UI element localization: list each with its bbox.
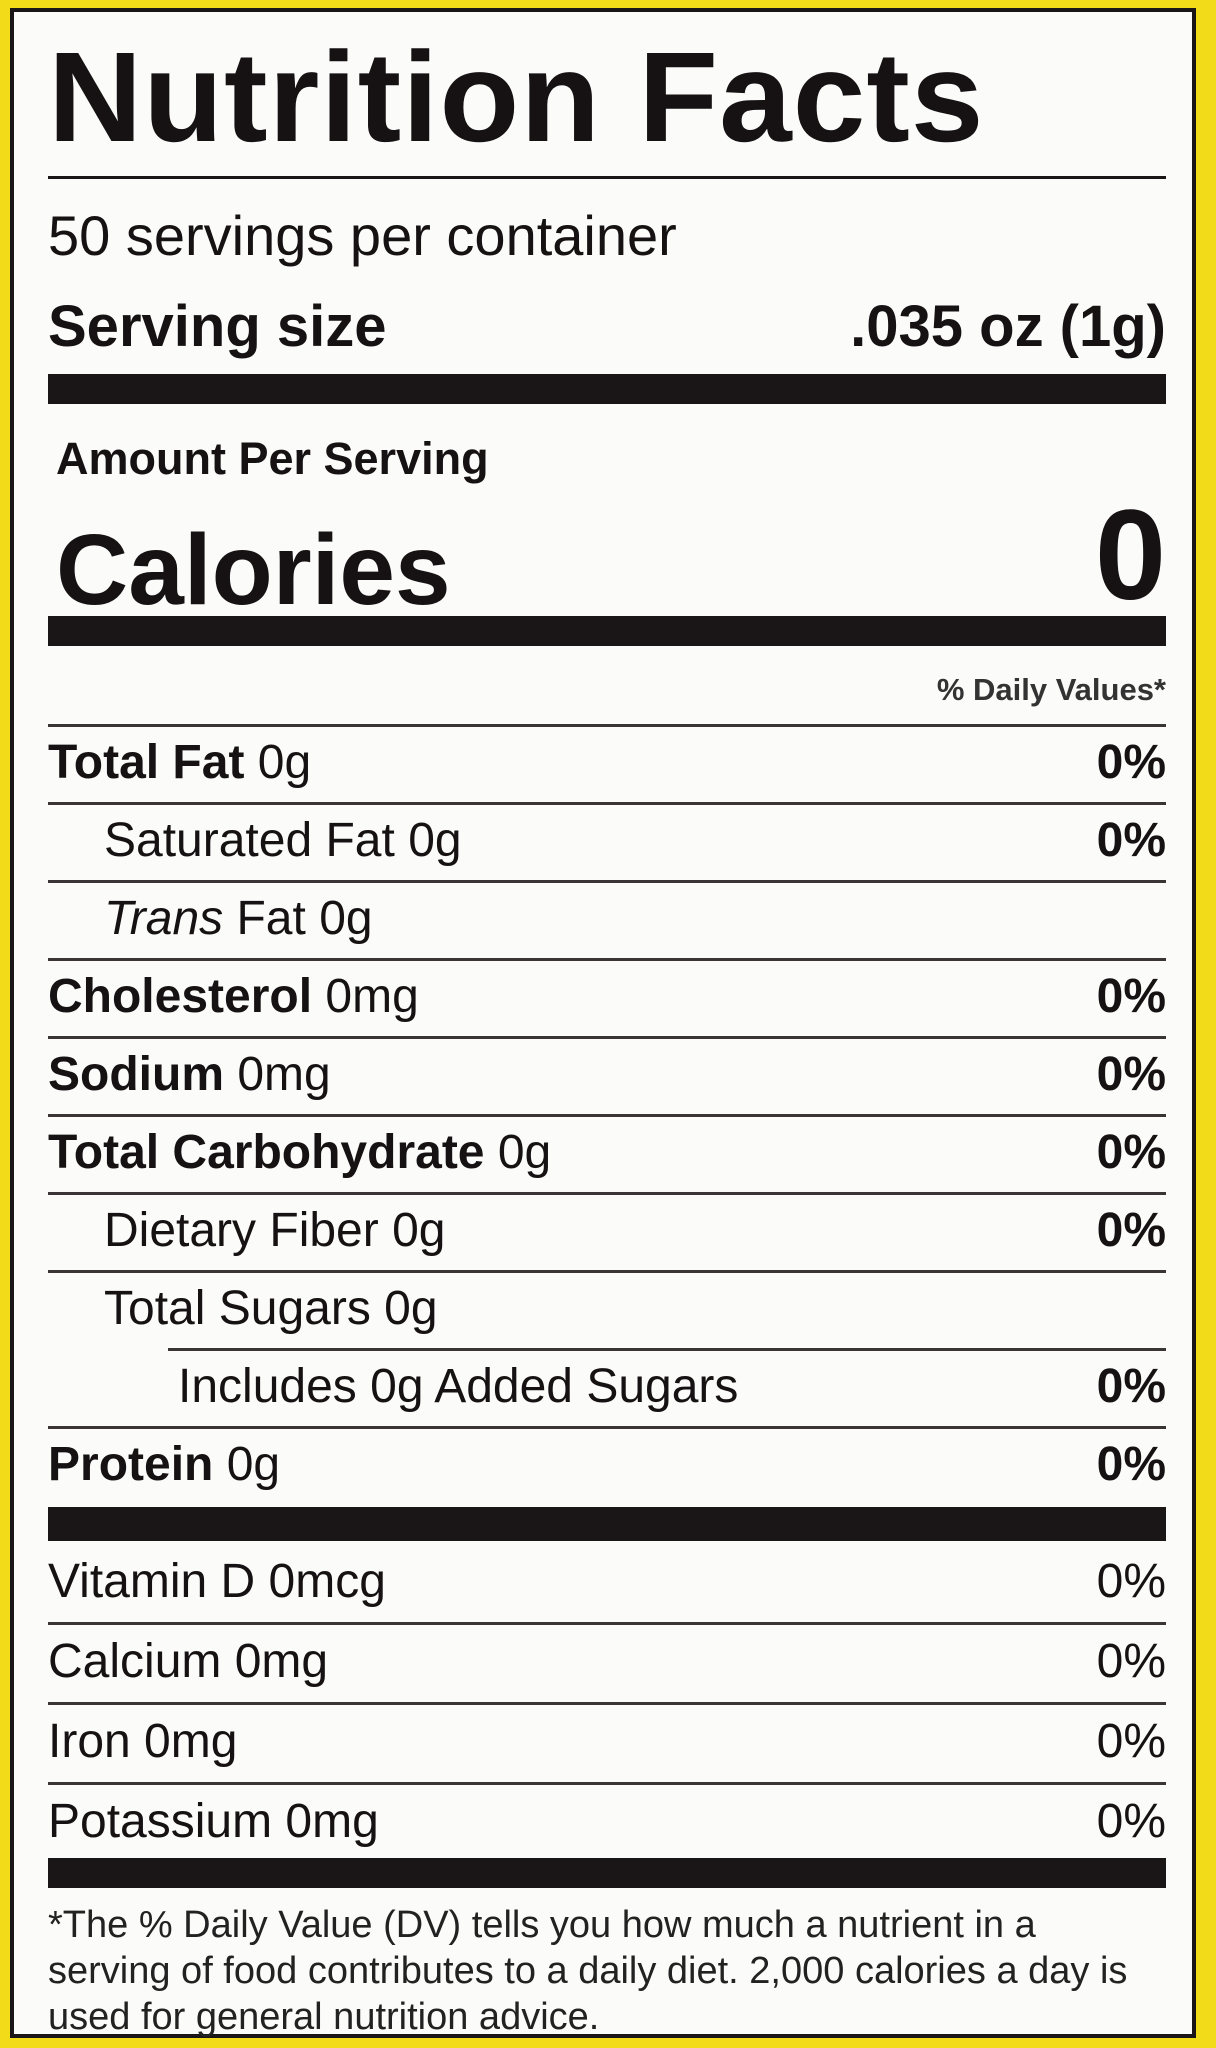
nutrient-amount: 0g bbox=[392, 1204, 446, 1257]
nutrient-amount: 0g bbox=[226, 1438, 281, 1491]
serving-size-value: .035 oz (1g) bbox=[850, 294, 1166, 359]
footnote: *The % Daily Value (DV) tells you how mu… bbox=[48, 1904, 1128, 2038]
nutrient-row: Total Carbohydrate 0g 0% bbox=[48, 1114, 1166, 1192]
nutrient-row: Total Sugars 0g bbox=[48, 1270, 1166, 1348]
nutrient-row: Dietary Fiber 0g 0% bbox=[48, 1192, 1166, 1270]
nutrient-row: Includes 0g Added Sugars 0% bbox=[48, 1348, 1166, 1426]
serving-size: Serving size .035 oz (1g) bbox=[48, 298, 1166, 356]
nutrient-daily-value: 0% bbox=[1096, 736, 1166, 789]
vitamin-daily-value: 0% bbox=[1096, 1715, 1166, 1768]
nutrient-daily-value: 0% bbox=[1096, 1048, 1166, 1101]
nutrient-amount: 0g bbox=[497, 1126, 552, 1179]
nutrient-row: Saturated Fat 0g 0% bbox=[48, 802, 1166, 880]
nutrient-daily-value: 0% bbox=[1096, 1204, 1166, 1257]
nutrient-daily-value: 0% bbox=[1096, 814, 1166, 867]
vitamin-name: Calcium 0mg bbox=[48, 1635, 329, 1688]
daily-values-header: % Daily Values* bbox=[936, 672, 1166, 707]
nutrient-name: Dietary Fiber 0g bbox=[104, 1204, 446, 1257]
nutrient-row: Trans Fat 0g bbox=[48, 880, 1166, 958]
nutrient-daily-value: 0% bbox=[1096, 970, 1166, 1023]
serving-size-label: Serving size bbox=[48, 294, 387, 359]
amount-per-serving: Amount Per Serving bbox=[56, 433, 489, 484]
vitamin-list: Vitamin D 0mcg 0% Calcium 0mg 0% Iron 0mg 0% P… bbox=[48, 1542, 1166, 1862]
label-title: Nutrition Facts bbox=[48, 26, 985, 169]
vitamin-name: Vitamin D 0mcg bbox=[48, 1555, 386, 1608]
divider-medium bbox=[48, 616, 1166, 646]
calories-value: 0 bbox=[1094, 484, 1166, 627]
nutrient-row: Total Fat 0g 0% bbox=[48, 724, 1166, 802]
nutrient-name: Saturated Fat 0g bbox=[104, 814, 462, 867]
divider-thick bbox=[48, 374, 1166, 404]
calories-label: Calories bbox=[56, 514, 451, 626]
servings-per-container: 50 servings per container bbox=[48, 204, 677, 267]
calories: Calories 0 bbox=[56, 484, 1166, 627]
nutrient-name: Cholesterol 0mg bbox=[48, 970, 419, 1023]
divider-thin bbox=[48, 176, 1166, 179]
nutrient-daily-value: 0% bbox=[1096, 1438, 1166, 1491]
divider-thick bbox=[48, 1858, 1166, 1888]
nutrient-name: Total Carbohydrate 0g bbox=[48, 1126, 552, 1179]
vitamin-name: Iron 0mg bbox=[48, 1715, 238, 1768]
nutrient-name: Includes 0g Added Sugars bbox=[178, 1360, 739, 1413]
vitamin-row: Potassium 0mg 0% bbox=[48, 1782, 1166, 1862]
vitamin-daily-value: 0% bbox=[1096, 1795, 1166, 1848]
nutrient-name: Protein 0g bbox=[48, 1438, 281, 1491]
nutrient-daily-value: 0% bbox=[1096, 1126, 1166, 1179]
vitamin-row: Vitamin D 0mcg 0% bbox=[48, 1542, 1166, 1622]
nutrient-name: Total Fat 0g bbox=[48, 736, 312, 789]
nutrient-name: Total Sugars 0g bbox=[104, 1282, 438, 1335]
nutrient-amount: 0mg bbox=[237, 1048, 331, 1101]
nutrient-amount: 0g bbox=[384, 1282, 438, 1335]
nutrient-row: Protein 0g 0% bbox=[48, 1426, 1166, 1504]
nutrient-list: Total Fat 0g 0% Saturated Fat 0g 0% Trans Fa… bbox=[48, 724, 1166, 1504]
nutrient-row: Cholesterol 0mg 0% bbox=[48, 958, 1166, 1036]
nutrient-amount: 0g bbox=[319, 892, 373, 945]
vitamin-row: Iron 0mg 0% bbox=[48, 1702, 1166, 1782]
vitamin-daily-value: 0% bbox=[1096, 1555, 1166, 1608]
vitamin-name: Potassium 0mg bbox=[48, 1795, 379, 1848]
nutrient-name: Trans Fat 0g bbox=[104, 892, 373, 945]
nutrient-amount: 0g bbox=[408, 814, 462, 867]
nutrient-daily-value: 0% bbox=[1096, 1360, 1166, 1413]
nutrient-amount: 0mg bbox=[325, 970, 419, 1023]
vitamin-daily-value: 0% bbox=[1096, 1635, 1166, 1688]
divider-thick bbox=[48, 1507, 1166, 1541]
nutrition-facts-label: Nutrition Facts 50 servings per containe… bbox=[10, 8, 1196, 2038]
vitamin-row: Calcium 0mg 0% bbox=[48, 1622, 1166, 1702]
nutrient-amount: 0g bbox=[257, 736, 312, 789]
nutrient-row: Sodium 0mg 0% bbox=[48, 1036, 1166, 1114]
nutrient-name: Sodium 0mg bbox=[48, 1048, 331, 1101]
